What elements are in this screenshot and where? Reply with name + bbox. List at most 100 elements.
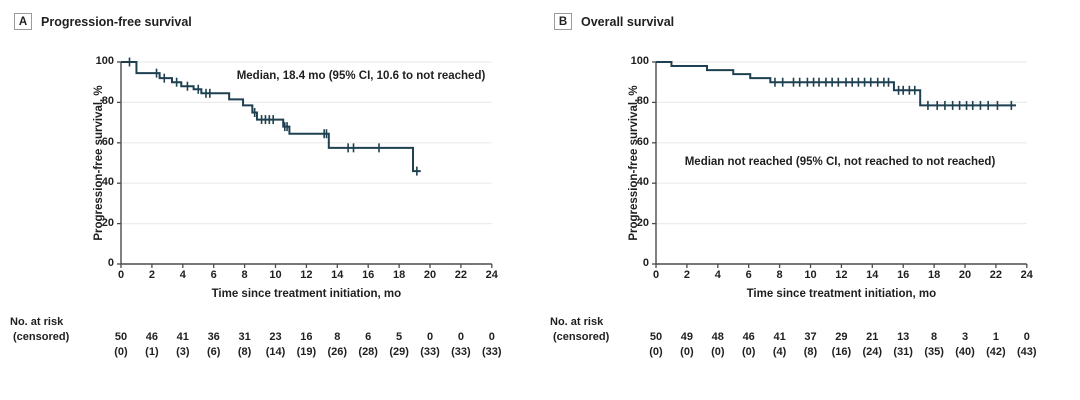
at-risk-count: 0 xyxy=(1023,331,1030,343)
x-tick-label: 22 xyxy=(989,269,1003,281)
censored-count: (0) xyxy=(741,346,756,358)
y-tick-label: 0 xyxy=(642,257,649,269)
at-risk-count: 3 xyxy=(961,331,969,343)
at-risk-count: 29 xyxy=(835,331,848,343)
censored-count: (0) xyxy=(680,346,694,358)
censored-count: (0) xyxy=(649,346,663,358)
at-risk-count: 13 xyxy=(897,331,910,343)
at-risk-count: 46 xyxy=(742,331,755,343)
censored-count: (40) xyxy=(955,346,975,358)
censored-count: (24) xyxy=(862,346,883,358)
panel-label-badge: A xyxy=(14,13,32,30)
panel-progression-free-survival: A Progression-free survival Progression-… xyxy=(10,13,502,358)
y-tick-label: 100 xyxy=(630,55,649,67)
panel-header: B Overall survival xyxy=(554,13,674,30)
x-tick-label: 14 xyxy=(331,269,344,281)
at-risk-count: 1 xyxy=(992,331,999,343)
censored-count: (43) xyxy=(1017,346,1037,358)
at-risk-label: No. at risk xyxy=(10,316,64,328)
x-tick-label: 24 xyxy=(1020,269,1033,281)
at-risk-count: 41 xyxy=(773,331,786,343)
x-tick-label: 22 xyxy=(454,269,468,281)
censored-count: (4) xyxy=(772,346,787,358)
x-tick-label: 24 xyxy=(485,269,498,281)
panel-title: Progression-free survival xyxy=(41,14,192,29)
y-tick-label: 60 xyxy=(101,135,114,148)
x-tick-label: 4 xyxy=(179,269,186,281)
y-tick-label: 20 xyxy=(101,216,114,229)
x-tick-label: 20 xyxy=(423,269,437,281)
at-risk-count: 37 xyxy=(804,331,817,343)
at-risk-count: 0 xyxy=(426,331,434,343)
at-risk-count: 8 xyxy=(334,331,341,343)
x-tick-label: 12 xyxy=(835,269,848,281)
at-risk-count: 49 xyxy=(680,331,694,343)
y-tick-label: 80 xyxy=(636,95,649,108)
censored-count: (0) xyxy=(711,346,725,358)
censored-count: (16) xyxy=(831,346,852,358)
censored-count: (33) xyxy=(451,346,471,358)
x-tick-label: 2 xyxy=(148,269,155,281)
at-risk-count: 23 xyxy=(269,331,282,343)
censored-count: (19) xyxy=(296,346,317,358)
median-annotation: Median, 18.4 mo (95% CI, 10.6 to not rea… xyxy=(236,70,486,82)
censored-count: (6) xyxy=(206,346,221,358)
y-tick-label: 40 xyxy=(101,176,114,189)
x-axis-label: Time since treatment initiation, mo xyxy=(746,288,937,300)
at-risk-count: 6 xyxy=(365,331,372,343)
censored-count: (8) xyxy=(237,346,252,358)
at-risk-count: 31 xyxy=(238,331,251,343)
panel-label-badge: B xyxy=(554,13,572,30)
x-tick-label: 4 xyxy=(714,269,721,281)
x-tick-label: 10 xyxy=(269,269,282,281)
censored-count: (35) xyxy=(924,346,944,358)
y-tick-label: 80 xyxy=(101,95,114,108)
x-tick-label: 0 xyxy=(117,269,125,281)
x-tick-label: 16 xyxy=(897,269,910,281)
censored-count: (29) xyxy=(389,346,409,358)
x-tick-label: 10 xyxy=(804,269,817,281)
at-risk-count: 48 xyxy=(711,331,724,343)
panel-header: A Progression-free survival xyxy=(14,13,192,30)
at-risk-count: 0 xyxy=(488,331,495,343)
censored-count: (0) xyxy=(114,346,128,358)
at-risk-count: 21 xyxy=(866,331,879,343)
censored-count: (8) xyxy=(803,346,818,358)
x-tick-label: 20 xyxy=(958,269,972,281)
x-tick-label: 18 xyxy=(392,269,406,281)
panel-title: Overall survival xyxy=(581,14,675,29)
x-tick-label: 8 xyxy=(241,269,248,281)
km-plot xyxy=(652,61,1028,268)
censored-count: (14) xyxy=(265,346,286,358)
censored-count: (26) xyxy=(327,346,348,358)
censored-count: (28) xyxy=(358,346,378,358)
at-risk-count: 16 xyxy=(300,331,313,343)
y-tick-label: 60 xyxy=(636,135,649,148)
x-tick-label: 16 xyxy=(362,269,375,281)
at-risk-label: No. at risk xyxy=(550,316,604,328)
censored-count: (42) xyxy=(986,346,1006,358)
median-annotation: Median not reached (95% CI, not reached … xyxy=(684,156,996,168)
x-tick-label: 14 xyxy=(866,269,879,281)
x-axis-label: Time since treatment initiation, mo xyxy=(211,288,402,300)
censored-count: (31) xyxy=(893,346,913,358)
x-tick-label: 0 xyxy=(652,269,660,281)
censored-count: (3) xyxy=(176,346,190,358)
at-risk-count: 50 xyxy=(114,331,128,343)
censored-label: (censored) xyxy=(13,331,70,343)
panel-overall-survival: B Overall survival Progression-free surv… xyxy=(540,0,1080,400)
at-risk-count: 36 xyxy=(207,331,220,343)
censored-label: (censored) xyxy=(553,331,610,343)
km-curve xyxy=(656,61,1016,107)
km-plot xyxy=(117,57,493,268)
y-tick-label: 0 xyxy=(107,257,114,269)
at-risk-count: 50 xyxy=(649,331,663,343)
x-tick-label: 12 xyxy=(300,269,313,281)
at-risk-count: 8 xyxy=(931,331,938,343)
x-tick-label: 6 xyxy=(745,269,752,281)
y-tick-label: 40 xyxy=(636,176,649,189)
x-tick-label: 18 xyxy=(927,269,941,281)
at-risk-count: 5 xyxy=(396,331,403,343)
censored-count: (1) xyxy=(145,346,159,358)
